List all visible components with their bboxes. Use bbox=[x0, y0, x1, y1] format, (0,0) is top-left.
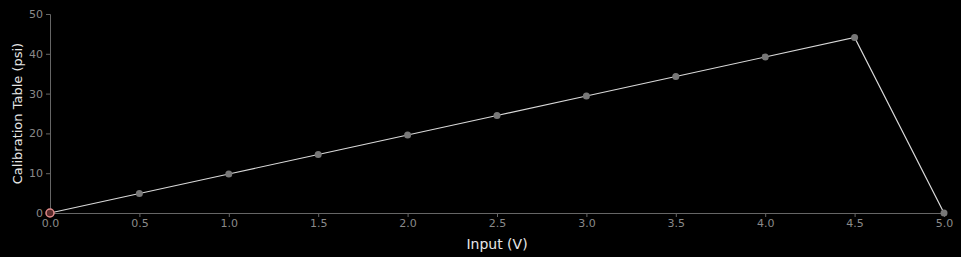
plot: 0.0 0.5 1.0 1.5 2.0 2.5 3.0 3.5 4.0 4.5 5.0 0 10 20 30… bbox=[29, 8, 953, 230]
y-tick-label: 20 bbox=[29, 127, 43, 140]
x-tick-label: 4.5 bbox=[846, 217, 864, 230]
x-tick-label: 1.5 bbox=[310, 217, 328, 230]
y-tick: 30 bbox=[29, 88, 50, 101]
x-tick-label: 2.0 bbox=[399, 217, 417, 230]
data-point bbox=[762, 53, 769, 60]
x-axis-title: Input (V) bbox=[466, 236, 527, 252]
y-tick: 10 bbox=[29, 167, 50, 180]
x-tick-label: 2.5 bbox=[489, 217, 507, 230]
y-tick-label: 10 bbox=[29, 167, 43, 180]
chart: 0.0 0.5 1.0 1.5 2.0 2.5 3.0 3.5 4.0 4.5 5.0 0 10 20 30… bbox=[0, 0, 961, 257]
y-axis-line bbox=[46, 15, 51, 214]
x-tick-label: 4.0 bbox=[757, 217, 775, 230]
data-point bbox=[672, 73, 679, 80]
x-axis: 0.0 0.5 1.0 1.5 2.0 2.5 3.0 3.5 4.0 4.5 5.0 bbox=[42, 213, 954, 230]
y-axis-title: Calibration Table (psi) bbox=[10, 43, 25, 184]
y-tick-mark bbox=[46, 133, 50, 134]
x-tick: 2.5 bbox=[489, 213, 507, 230]
x-tick: 2.0 bbox=[399, 213, 417, 230]
x-tick: 0.5 bbox=[131, 213, 149, 230]
data-point bbox=[851, 34, 858, 41]
y-tick: 50 bbox=[29, 8, 50, 21]
x-tick-label: 5.0 bbox=[936, 217, 954, 230]
x-tick: 1.5 bbox=[310, 213, 328, 230]
y-tick-mark bbox=[46, 173, 50, 174]
data-point bbox=[46, 209, 54, 217]
data-point bbox=[583, 92, 590, 99]
data-point bbox=[315, 151, 322, 158]
y-tick: 20 bbox=[29, 127, 50, 140]
x-tick: 3.5 bbox=[668, 213, 686, 230]
data-layer bbox=[46, 34, 948, 217]
x-tick: 3.0 bbox=[578, 213, 596, 230]
y-tick-label: 50 bbox=[29, 8, 43, 21]
y-tick-mark bbox=[46, 94, 50, 95]
x-tick-label: 0.5 bbox=[131, 217, 149, 230]
y-tick-mark bbox=[46, 54, 50, 55]
y-tick: 40 bbox=[29, 48, 50, 61]
data-point bbox=[404, 131, 411, 138]
x-tick-label: 0.0 bbox=[42, 217, 60, 230]
x-tick: 1.0 bbox=[221, 213, 239, 230]
data-point bbox=[941, 210, 948, 217]
data-point bbox=[494, 112, 501, 119]
series-line bbox=[50, 37, 944, 213]
x-tick-label: 1.0 bbox=[221, 217, 239, 230]
data-point bbox=[136, 190, 143, 197]
y-tick-label: 0 bbox=[36, 207, 43, 220]
y-tick-mark bbox=[46, 14, 50, 15]
y-tick-label: 30 bbox=[29, 88, 43, 101]
y-tick-label: 40 bbox=[29, 48, 43, 61]
y-axis: 0 10 20 30 40 50 bbox=[29, 8, 51, 220]
x-tick-label: 3.0 bbox=[578, 217, 596, 230]
x-tick-label: 3.5 bbox=[668, 217, 686, 230]
x-tick: 4.0 bbox=[757, 213, 775, 230]
data-point bbox=[225, 170, 232, 177]
x-tick: 4.5 bbox=[846, 213, 864, 230]
